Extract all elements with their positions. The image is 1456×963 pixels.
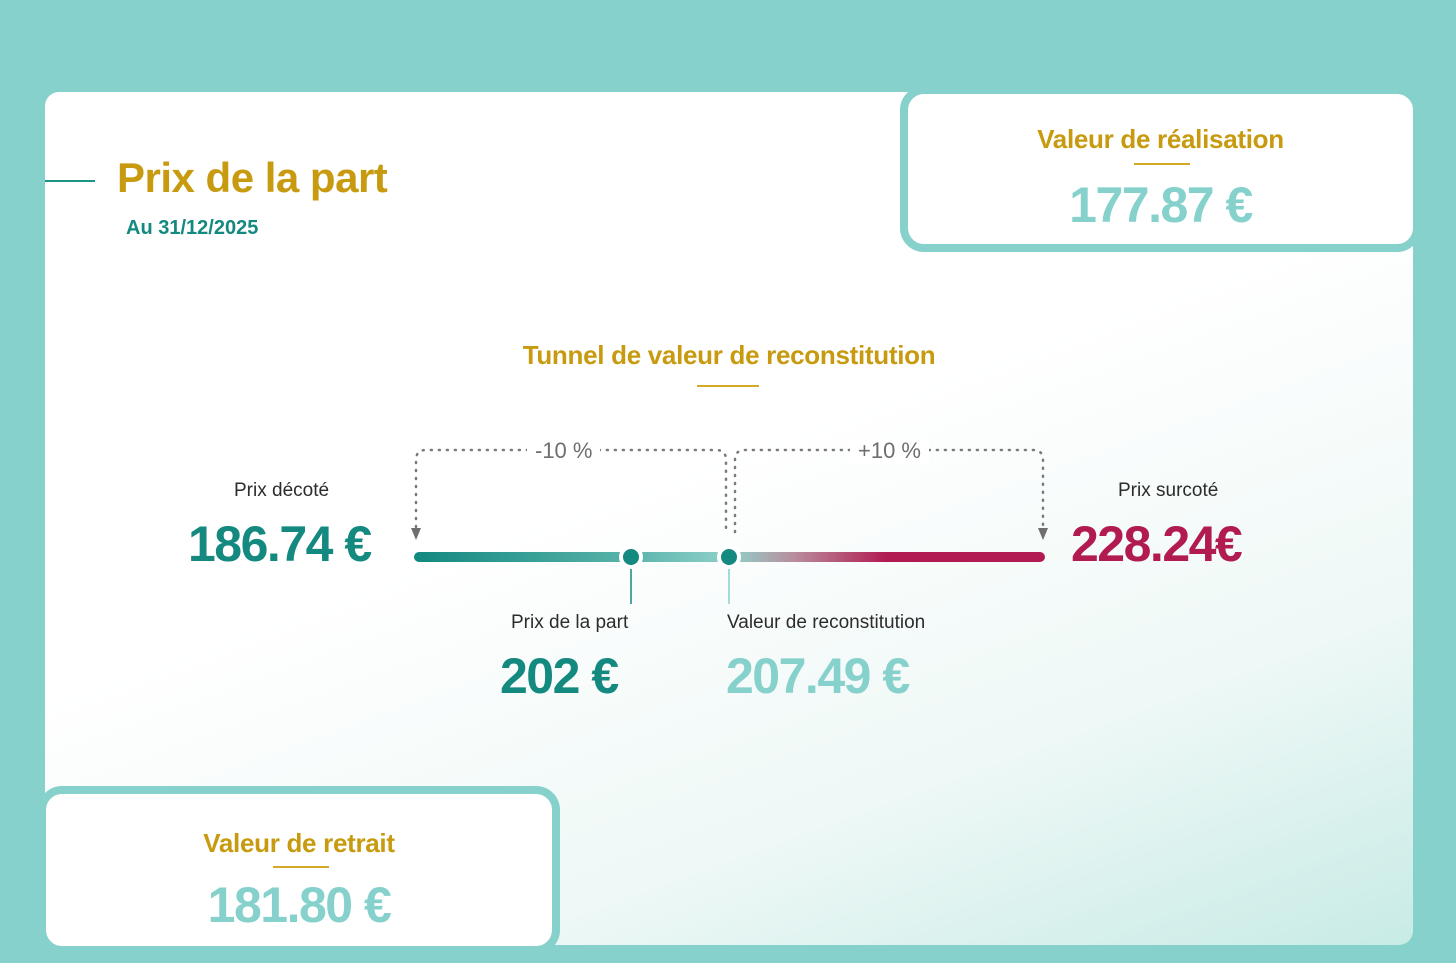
- plus-percent: +10 %: [850, 438, 929, 464]
- reconstitution-marker: [717, 545, 741, 569]
- retrait-card: Valeur de retrait 181.80 €: [38, 786, 560, 954]
- prix-decote-value: 186.74 €: [188, 516, 372, 572]
- reconstitution-label: Valeur de reconstitution: [727, 612, 926, 633]
- page-date: Au 31/12/2025: [126, 217, 259, 239]
- reconstitution-value: 207.49 €: [726, 648, 910, 704]
- minus-arrow-icon: [411, 528, 421, 540]
- prix-surcote-value: 228.24€: [1071, 516, 1243, 572]
- title-accent-line: [45, 180, 95, 182]
- prix-surcote-label: Prix surcoté: [1118, 480, 1219, 501]
- realisation-value: 177.87 €: [1069, 177, 1253, 233]
- retrait-underline: [273, 866, 329, 868]
- retrait-label: Valeur de retrait: [203, 828, 395, 858]
- plus-arrow-icon: [1038, 528, 1048, 540]
- minus-bracket-line: [414, 448, 728, 537]
- prix-part-value: 202 €: [500, 648, 619, 704]
- prix-part-marker: [619, 545, 643, 569]
- tunnel-title-underline: [697, 385, 759, 387]
- page-title: Prix de la part: [117, 154, 388, 201]
- tunnel-title: Tunnel de valeur de reconstitution: [522, 340, 936, 370]
- prix-decote-label: Prix décoté: [234, 480, 330, 501]
- realisation-label: Valeur de réalisation: [1037, 124, 1284, 154]
- realisation-underline: [1134, 163, 1190, 165]
- retrait-value: 181.80 €: [207, 877, 392, 933]
- realisation-card: Valeur de réalisation 177.87 €: [900, 86, 1421, 252]
- minus-percent: -10 %: [527, 438, 601, 464]
- prix-part-label: Prix de la part: [511, 612, 629, 633]
